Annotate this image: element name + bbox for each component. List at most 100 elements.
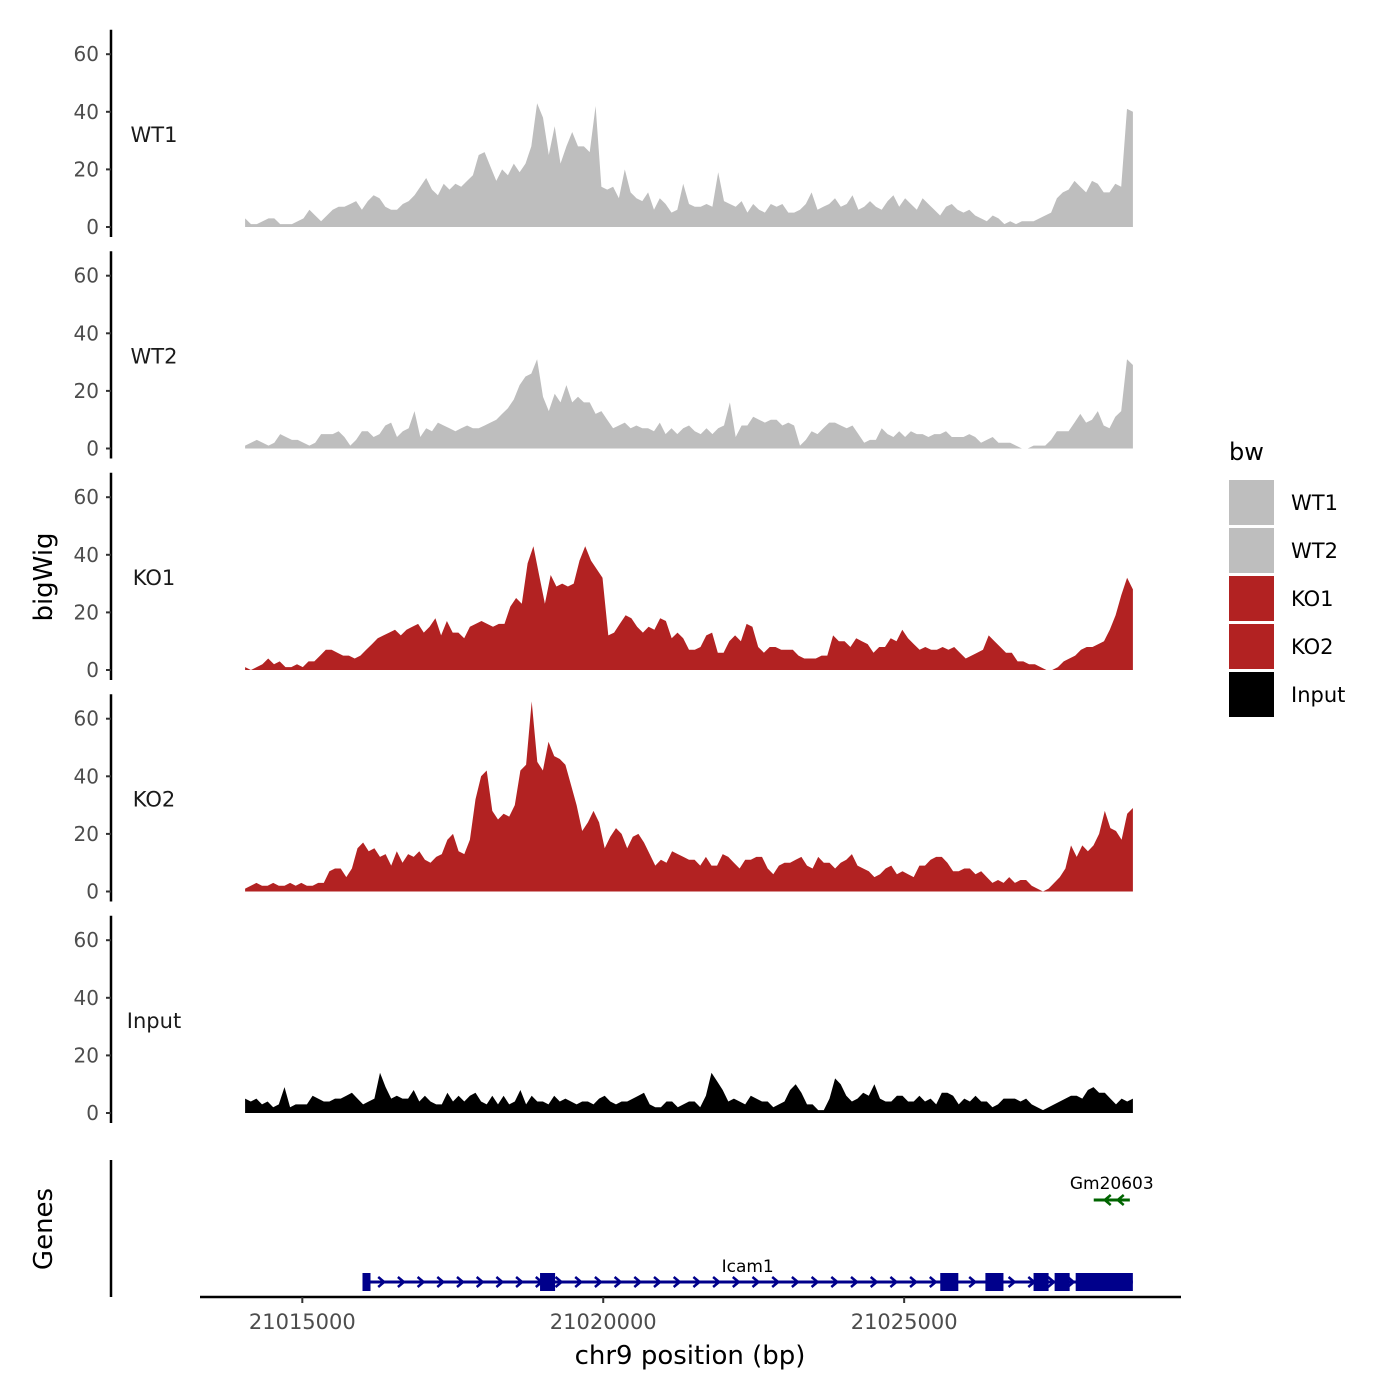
exon	[362, 1273, 371, 1291]
strand-arrow	[633, 1276, 643, 1288]
y-tick-label: 20	[74, 600, 99, 624]
y-tick-label: 40	[74, 100, 99, 124]
strand-arrow	[1115, 1194, 1125, 1206]
strand-arrow	[475, 1276, 485, 1288]
y-tick-label: 20	[74, 379, 99, 403]
strand-arrow	[1066, 1276, 1076, 1288]
y-tick-label: 0	[86, 880, 99, 904]
gene-label: Icam1	[722, 1257, 774, 1277]
track-ko2: 0 20 40 60 KO2	[74, 694, 1133, 904]
strand-arrow	[613, 1276, 623, 1288]
y-tick-label: 20	[74, 822, 99, 846]
strand-arrow	[377, 1276, 387, 1288]
y-tick-label: 60	[74, 264, 99, 288]
exon	[1054, 1273, 1070, 1291]
strand-arrow	[692, 1276, 702, 1288]
strand-arrow	[771, 1276, 781, 1288]
strand-arrow	[830, 1276, 840, 1288]
y-tick-label: 60	[74, 485, 99, 509]
strand-arrow	[968, 1276, 978, 1288]
exon	[940, 1273, 959, 1291]
strand-arrow	[810, 1276, 820, 1288]
y-tick-label: 60	[74, 707, 99, 731]
strand-arrow	[515, 1276, 525, 1288]
track-label: WT2	[131, 345, 178, 369]
y-tick-label: 60	[74, 928, 99, 952]
x-tick-label: 21015000	[249, 1310, 356, 1334]
strand-arrow	[416, 1276, 426, 1288]
exon	[1075, 1273, 1133, 1291]
gene-label: Gm20603	[1070, 1174, 1154, 1194]
strand-arrow	[731, 1276, 741, 1288]
track-label: Input	[127, 1009, 181, 1033]
coverage-area-input	[245, 1072, 1133, 1113]
coverage-area-wt2	[245, 359, 1133, 449]
coverage-tracks: 0 20 40 60 WT1 0 20 40 60 WT2 0 20 40 60 KO1 0 20 40 60 KO2…	[74, 29, 1133, 1125]
strand-arrow	[850, 1276, 859, 1288]
legend-label-ko1: KO1	[1291, 587, 1334, 611]
y-tick-label: 0	[86, 437, 99, 461]
y-axis-label: bigWig	[29, 532, 59, 621]
legend-label-wt1: WT1	[1291, 491, 1338, 515]
legend-label-input: Input	[1291, 683, 1345, 707]
legend-key-ko1	[1229, 576, 1274, 621]
track-label: WT1	[131, 123, 178, 147]
exon	[985, 1273, 1004, 1291]
gene-gm20603: Gm20603	[1070, 1174, 1154, 1206]
strand-arrow	[1102, 1194, 1112, 1206]
strand-arrow	[928, 1276, 938, 1288]
y-tick-label: 0	[86, 215, 99, 239]
track-label: KO2	[133, 788, 176, 812]
y-tick-label: 40	[74, 764, 99, 788]
track-label: KO1	[133, 566, 176, 590]
y-tick-label: 40	[74, 321, 99, 345]
coverage-area-wt1	[245, 103, 1133, 227]
strand-arrow	[869, 1276, 879, 1288]
coverage-area-ko2	[245, 701, 1133, 892]
x-axis-title: chr9 position (bp)	[575, 1341, 806, 1371]
legend: bw WT1 WT2 KO1 KO2 Input	[1229, 438, 1345, 717]
y-tick-label: 60	[74, 42, 99, 66]
strand-arrow	[889, 1276, 899, 1288]
strand-arrow	[791, 1276, 800, 1288]
strand-arrow	[436, 1276, 446, 1288]
strand-arrow	[495, 1276, 505, 1288]
strand-arrow	[456, 1276, 465, 1288]
strand-arrow	[1007, 1276, 1017, 1288]
legend-key-ko2	[1229, 624, 1274, 669]
strand-arrow	[909, 1276, 919, 1288]
exon	[540, 1273, 556, 1291]
y-tick-label: 0	[86, 1101, 99, 1125]
track-wt1: 0 20 40 60 WT1	[74, 29, 1133, 239]
x-axis: 21015000 21020000 21025000	[200, 1295, 1181, 1334]
legend-key-wt2	[1229, 528, 1274, 573]
track-wt2: 0 20 40 60 WT2	[74, 251, 1133, 461]
exon	[1033, 1273, 1049, 1291]
y-tick-label: 0	[86, 658, 99, 682]
strand-arrow	[751, 1276, 761, 1288]
x-tick-label: 21020000	[550, 1310, 657, 1334]
track-input: 0 20 40 60 Input	[74, 915, 1133, 1125]
y-tick-label: 40	[74, 543, 99, 567]
strand-arrow	[397, 1276, 406, 1288]
legend-key-wt1	[1229, 480, 1274, 525]
y-tick-label: 20	[74, 1043, 99, 1067]
legend-key-input	[1229, 672, 1274, 717]
legend-label-wt2: WT2	[1291, 539, 1338, 563]
y-tick-label: 40	[74, 986, 99, 1010]
strand-arrow	[712, 1276, 722, 1288]
coverage-area-ko1	[245, 546, 1133, 670]
x-tick-label: 21025000	[851, 1310, 958, 1334]
genes-panel: Icam1 Gm20603	[109, 1160, 1154, 1297]
genes-axis-label: Genes	[29, 1188, 59, 1270]
gene-icam1: Icam1	[362, 1257, 1133, 1291]
strand-arrow	[554, 1276, 564, 1288]
legend-label-ko2: KO2	[1291, 635, 1334, 659]
y-tick-label: 20	[74, 157, 99, 181]
track-ko1: 0 20 40 60 KO1	[74, 472, 1133, 682]
strand-arrow	[672, 1276, 682, 1288]
strand-arrow	[653, 1276, 662, 1288]
strand-arrow	[594, 1276, 603, 1288]
legend-title: bw	[1229, 438, 1264, 466]
